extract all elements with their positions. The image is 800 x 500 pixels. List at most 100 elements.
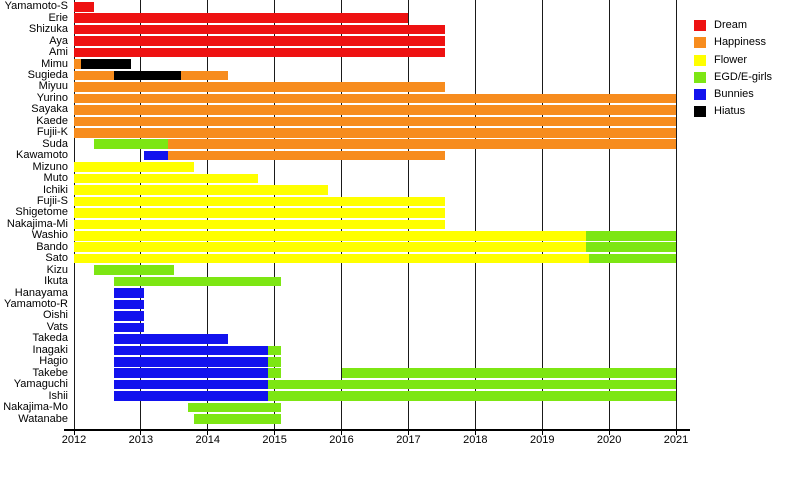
x-axis-year-label: 2016 — [329, 434, 354, 446]
member-name-label: Aya — [49, 34, 68, 47]
timeline-bar-segment — [74, 173, 258, 184]
timeline-bar-segment — [267, 379, 676, 390]
timeline-bar-segment — [74, 93, 676, 104]
member-name-label: Hanayama — [14, 286, 68, 299]
timeline-bar-segment — [167, 139, 676, 149]
timeline-bar-segment — [74, 36, 446, 46]
member-name-label: Bando — [36, 240, 68, 253]
timeline-bar-segment — [74, 2, 95, 12]
x-axis-line — [64, 429, 690, 431]
member-name-label: Yurino — [36, 91, 68, 104]
legend: Dream Happiness Flower EGD/E-girls Bunnies Hi… — [694, 20, 772, 124]
timeline-bar-segment — [74, 82, 446, 92]
timeline-bar-segment — [114, 391, 268, 401]
member-name-label: Fujii-K — [36, 126, 68, 139]
x-axis-year-label: 2017 — [396, 434, 421, 446]
member-name-label: Oishi — [42, 309, 68, 322]
timeline-bar-segment — [114, 276, 282, 287]
x-axis-tick — [341, 429, 343, 435]
timeline-bar-segment — [94, 139, 168, 149]
legend-item-label: EGD/E-girls — [714, 70, 773, 83]
legend-item-label: Happiness — [714, 36, 766, 49]
legend-color-swatch — [694, 106, 706, 118]
timeline-bar-segment — [267, 345, 282, 356]
year-gridline — [608, 0, 610, 429]
x-axis-tick — [207, 429, 209, 435]
timeline-bar-segment — [267, 391, 676, 401]
year-gridline — [541, 0, 543, 429]
timeline-bar-segment — [144, 150, 168, 161]
member-name-label: Ami — [49, 46, 68, 59]
timeline-bar-segment — [114, 345, 268, 356]
timeline-bar-segment — [74, 219, 446, 230]
timeline-bar-segment — [187, 402, 282, 413]
x-axis-tick — [675, 429, 677, 435]
member-name-label: Hagio — [39, 355, 68, 368]
x-axis-year-label: 2019 — [529, 434, 555, 446]
timeline-bar-segment — [267, 356, 282, 367]
timeline-bar-segment — [74, 105, 676, 115]
x-axis-tick — [541, 429, 543, 435]
member-name-label: Sayaka — [31, 103, 68, 116]
timeline-bar-segment — [74, 13, 409, 24]
member-name-label: Erie — [48, 11, 68, 24]
legend-color-swatch — [694, 37, 706, 49]
year-gridline — [675, 0, 677, 429]
member-name-label: Yamamoto-S — [4, 0, 68, 13]
member-name-label: Kawamoto — [16, 149, 68, 162]
legend-item: Flower — [694, 54, 772, 66]
x-axis-tick — [140, 429, 142, 435]
member-name-label: Kaede — [36, 114, 68, 127]
timeline-bar-segment — [194, 414, 282, 424]
x-axis-year-label: 2014 — [195, 434, 220, 446]
member-name-label: Muto — [43, 172, 68, 185]
legend-color-swatch — [694, 89, 706, 101]
timeline-bar-segment — [74, 127, 676, 138]
member-name-label: Shizuka — [28, 23, 68, 36]
member-name-label: Mizuno — [32, 160, 68, 173]
timeline-bar-segment — [114, 356, 268, 367]
timeline-bar-segment — [114, 379, 268, 390]
timeline-bar-segment — [114, 70, 181, 81]
member-name-label: Ikuta — [44, 275, 68, 288]
timeline-bar-segment — [167, 150, 446, 161]
legend-item: Bunnies — [694, 89, 772, 101]
member-name-label: Shigetome — [15, 206, 68, 219]
legend-color-swatch — [694, 54, 706, 66]
member-name-label: Miyuu — [38, 80, 68, 93]
timeline-bar-segment — [589, 253, 676, 264]
x-axis-year-label: 2012 — [61, 434, 87, 446]
legend-item: Happiness — [694, 36, 772, 49]
member-name-label: Takeda — [32, 332, 68, 345]
timeline-bar-segment — [74, 242, 586, 253]
timeline-bar-segment — [74, 208, 446, 218]
legend-item-label: Dream — [714, 19, 748, 31]
x-axis-tick — [474, 429, 476, 435]
timeline-bar-segment — [181, 70, 228, 81]
timeline-bar-segment — [114, 368, 268, 378]
legend-item: Dream — [694, 20, 772, 31]
timeline-bar-segment — [74, 162, 195, 172]
timeline-bar-segment — [114, 311, 145, 321]
year-gridline — [474, 0, 476, 429]
member-name-label: Watanabe — [18, 412, 68, 425]
timeline-bar-segment — [74, 59, 81, 69]
x-axis-tick — [608, 429, 610, 435]
legend-color-swatch — [694, 20, 706, 31]
x-axis-year-label: 2021 — [663, 434, 689, 446]
member-name-label: Sato — [45, 252, 68, 265]
timeline-bar-segment — [585, 242, 676, 253]
x-axis-tick — [73, 429, 75, 435]
timeline-bar-segment — [267, 368, 282, 378]
timeline-bar-segment — [74, 231, 586, 241]
member-name-label: Washio — [31, 229, 68, 242]
legend-item: Hiatus — [694, 106, 772, 118]
timeline-bar-segment — [74, 253, 590, 264]
timeline-bar-segment — [74, 185, 329, 195]
timeline-bar-segment — [341, 368, 676, 378]
timeline-bar-segment — [74, 24, 446, 35]
member-name-label: Vats — [46, 320, 68, 333]
member-name-label: Nakajima-Mo — [3, 401, 68, 414]
legend-color-swatch — [694, 71, 706, 83]
